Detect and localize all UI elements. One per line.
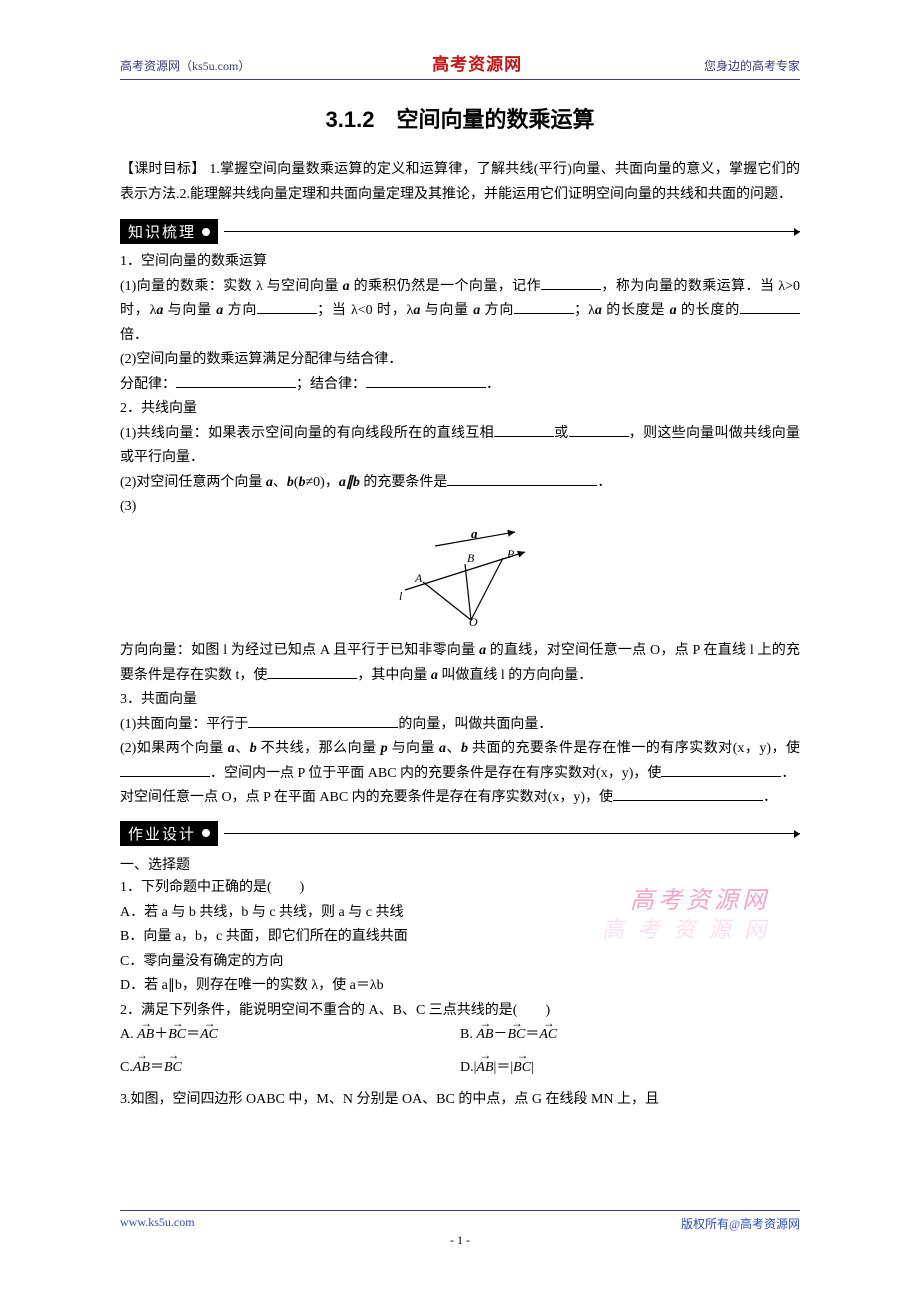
watermark: 高 考 资 源 网 <box>602 912 770 944</box>
ex-hA: 一、选择题 <box>120 852 800 877</box>
header-right: 您身边的高考专家 <box>704 57 800 74</box>
footer-right: 版权所有@高考资源网 <box>681 1215 800 1232</box>
q2: 2．满足下列条件，能说明空间不重合的 A、B、C 三点共线的是( ) <box>120 999 800 1024</box>
k-p6: (3) <box>120 495 800 520</box>
page-title: 3.1.2 空间向量的数乘运算 <box>120 102 800 134</box>
q2A: A. AB＋BC＝AC <box>120 1023 460 1048</box>
k-p10: 对空间任意一点 O，点 P 在平面 ABC 内的充要条件是存在有序实数对(x，y… <box>120 786 800 811</box>
blank <box>366 374 486 388</box>
diagram-B: B <box>467 551 475 565</box>
k-h1: 1．空间向量的数乘运算 <box>120 250 800 275</box>
k-p1: (1)向量的数乘：实数 λ 与空间向量 a 的乘积仍然是一个向量，记作，称为向量… <box>120 275 800 349</box>
diagram-O: O <box>469 615 478 626</box>
rule-icon <box>224 833 800 834</box>
blank <box>740 300 800 314</box>
page-footer: www.ks5u.com 版权所有@高考资源网 <box>120 1210 800 1232</box>
direction-vector-diagram: a B P A l O <box>120 526 800 636</box>
blank <box>267 665 357 679</box>
k-p9: (2)如果两个向量 a、b 不共线，那么向量 p 与向量 a、b 共面的充要条件… <box>120 737 800 786</box>
k-p3: 分配律：；结合律：． <box>120 373 800 398</box>
q3: 3.如图，空间四边形 OABC 中，M、N 分别是 OA、BC 的中点，点 G … <box>120 1088 800 1113</box>
q1C: C．零向量没有确定的方向 <box>120 950 800 975</box>
blank <box>613 787 763 801</box>
q2-row2: C.AB＝BC D.|AB|＝|BC| <box>120 1056 800 1081</box>
k-p4: (1)共线向量：如果表示空间向量的有向线段所在的直线互相或，则这些向量叫做共线向… <box>120 422 800 471</box>
k-p7: 方向向量：如图 l 为经过已知点 A 且平行于已知非零向量 a 的直线，对空间任… <box>120 639 800 688</box>
blank <box>494 423 554 437</box>
rule-icon <box>224 231 800 232</box>
dot-icon <box>202 829 210 837</box>
section-pill: 作业设计 <box>120 821 218 846</box>
k-h2: 2．共线向量 <box>120 397 800 422</box>
header-center: 高考资源网 <box>432 50 522 75</box>
blank <box>661 763 781 777</box>
blank <box>541 276 601 290</box>
course-goal: 【课时目标】 1.掌握空间向量数乘运算的定义和运算律，了解共线(平行)向量、共面… <box>120 156 800 207</box>
knowledge-body: 1．空间向量的数乘运算 (1)向量的数乘：实数 λ 与空间向量 a 的乘积仍然是… <box>120 250 800 811</box>
section-knowledge: 知识梳理 <box>120 219 800 244</box>
q2D: D.|AB|＝|BC| <box>460 1056 800 1081</box>
header-left: 高考资源网（ks5u.com） <box>120 57 250 74</box>
goal-text: 1.掌握空间向量数乘运算的定义和运算律，了解共线(平行)向量、共面向量的意义，掌… <box>120 162 800 202</box>
diagram-P: P <box>506 547 515 561</box>
section-pill: 知识梳理 <box>120 219 218 244</box>
blank <box>248 714 398 728</box>
q1D: D．若 a∥b，则存在唯一的实数 λ，使 a＝λb <box>120 974 800 999</box>
blank <box>569 423 629 437</box>
diagram-A: A <box>414 571 423 585</box>
diagram-l: l <box>399 589 403 603</box>
k-h3: 3．共面向量 <box>120 688 800 713</box>
footer-left: www.ks5u.com <box>120 1215 195 1232</box>
goal-label: 【课时目标】 <box>120 160 206 176</box>
blank <box>120 763 210 777</box>
q2C: C.AB＝BC <box>120 1056 460 1081</box>
k-p8: (1)共面向量：平行于的向量，叫做共面向量． <box>120 713 800 738</box>
diagram-a-label: a <box>471 526 478 541</box>
section-exercise: 作业设计 <box>120 821 800 846</box>
blank <box>257 300 317 314</box>
k-p5: (2)对空间任意两个向量 a、b(b≠0)，a∥b 的充要条件是． <box>120 471 800 496</box>
blank <box>176 374 296 388</box>
page-number: - 1 - <box>0 1233 920 1248</box>
blank <box>514 300 574 314</box>
dot-icon <box>202 228 210 236</box>
k-p2: (2)空间向量的数乘运算满足分配律与结合律． <box>120 348 800 373</box>
q2-row1: A. AB＋BC＝AC B. AB－BC＝AC <box>120 1023 800 1048</box>
blank <box>447 472 597 486</box>
page-header: 高考资源网（ks5u.com） 高考资源网 您身边的高考专家 <box>120 50 800 80</box>
watermark: 高考资源网 <box>630 880 770 915</box>
q2B: B. AB－BC＝AC <box>460 1023 800 1048</box>
